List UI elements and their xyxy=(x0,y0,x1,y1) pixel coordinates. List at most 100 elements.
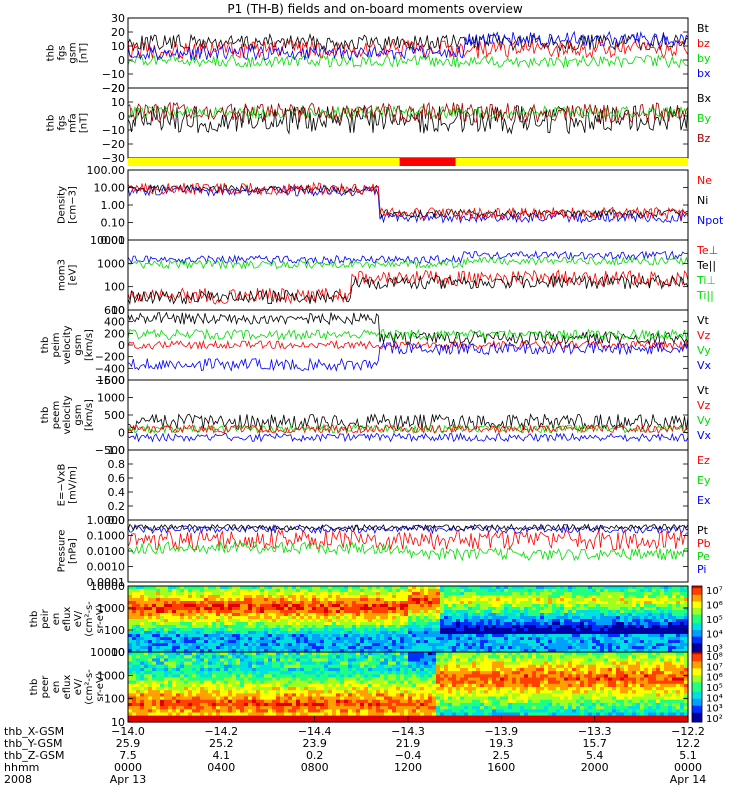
x-tick-label: 1200 xyxy=(394,761,422,774)
y-tick-label: 500 xyxy=(104,409,125,422)
colorbar-tick-label: 10² xyxy=(706,714,723,725)
series-line xyxy=(127,540,689,562)
y-axis-label: Density xyxy=(57,186,68,224)
legend-entry: Pe xyxy=(697,550,710,563)
x-axis-row-label: 2008 xyxy=(4,773,32,786)
y-tick-label: 1500 xyxy=(97,374,125,387)
x-tick-label: −14.2 xyxy=(204,725,238,738)
y-tick-label: 0 xyxy=(118,54,125,67)
x-tick-label: 5.1 xyxy=(679,749,697,762)
figure-title: P1 (TH-B) fields and on-board moments ov… xyxy=(227,2,523,16)
y-tick-label: 0.0010 xyxy=(87,561,126,574)
y-axis-label: eV/ xyxy=(73,610,84,627)
x-tick-label: 7.5 xyxy=(119,749,137,762)
y-axis-label: eflux xyxy=(62,607,73,632)
legend-entry: Bt xyxy=(697,22,710,35)
legend-entry: Ti⊥ xyxy=(696,274,716,287)
y-tick-label: 10 xyxy=(111,96,125,109)
y-axis-label: mom3 xyxy=(57,259,68,291)
y-tick-label: 0 xyxy=(118,110,125,123)
legend-entry: Vx xyxy=(697,429,712,442)
y-tick-label: 1.00 xyxy=(101,199,126,212)
y-axis-label: en xyxy=(51,613,62,626)
y-tick-label: 20 xyxy=(111,82,125,95)
y-axis-label: en xyxy=(51,681,62,694)
y-tick-label: 10000 xyxy=(90,580,125,593)
y-tick-label: 0.2 xyxy=(108,500,126,513)
x-axis-row-label: thb_Z-GSM xyxy=(4,749,64,762)
y-tick-label: −30 xyxy=(102,152,125,165)
y-axis-label: thb xyxy=(40,337,51,354)
y-tick-label: 1000 xyxy=(97,257,125,270)
x-tick-label: 2000 xyxy=(581,761,609,774)
colorbar-tick-label: 10⁴ xyxy=(706,630,723,641)
y-axis-label: [eV] xyxy=(68,265,79,286)
y-axis-label: (cm²-s- xyxy=(84,669,95,705)
legend-entry: Ex xyxy=(697,494,711,507)
y-axis-label: [nT] xyxy=(79,113,90,133)
x-tick-label: 19.3 xyxy=(489,737,514,750)
series-line xyxy=(127,101,689,124)
y-axis-label: thb xyxy=(46,115,57,132)
series-line xyxy=(127,523,689,532)
y-axis-label: thb xyxy=(29,611,40,628)
series-line xyxy=(127,30,689,61)
x-tick-label: 0800 xyxy=(301,761,329,774)
x-tick-label: −14.0 xyxy=(111,725,145,738)
series-line xyxy=(127,104,689,135)
colorbar-tick-label: 10⁷ xyxy=(706,662,723,673)
y-tick-label: 0.10 xyxy=(101,217,126,230)
legend-entry: Ey xyxy=(697,474,711,487)
y-axis-label: sr-eV) xyxy=(95,604,106,633)
panel-mode_bar xyxy=(128,158,688,166)
y-tick-label: 100 xyxy=(104,693,125,706)
series-line xyxy=(127,250,689,265)
y-tick-label: 30 xyxy=(111,12,125,25)
legend-entry: Te|| xyxy=(696,259,716,272)
y-axis-label: thb xyxy=(29,679,40,696)
y-axis-label: fgs xyxy=(57,115,68,130)
y-axis-label: [km/s] xyxy=(84,399,95,431)
y-axis-label: eflux xyxy=(62,675,73,700)
y-tick-label: 1.0 xyxy=(108,444,126,457)
panel-efield: 1.00.80.60.40.20.0 E=−VxB [mV/m] Ez Ey Ex xyxy=(57,444,711,527)
y-tick-label: −400 xyxy=(95,362,125,375)
y-tick-label: 100.00 xyxy=(87,164,126,177)
y-axis-label: [cm−3] xyxy=(68,186,79,224)
colorbar-tick-label: 10⁶ xyxy=(706,601,723,612)
panel-density: 100.00 10.00 1.00 0.10 0.01 Density [cm−3] Ne Ni… xyxy=(57,164,724,247)
series-line xyxy=(127,432,689,443)
colorbar-tick-label: 10⁶ xyxy=(706,673,723,684)
legend-entry: Te⊥ xyxy=(696,244,718,257)
mode-bar-segment xyxy=(455,158,688,166)
colorbar: 10⁷ 10⁶ 10⁵ 10⁴ 10³ xyxy=(691,585,723,655)
x-tick-label: −13.3 xyxy=(578,725,612,738)
colorbar-tick-label: 10⁵ xyxy=(706,683,723,694)
x-tick-label: 4.1 xyxy=(213,749,231,762)
y-tick-label: 10000 xyxy=(90,234,125,247)
legend-entry: Pb xyxy=(697,537,711,550)
legend-entry: Vz xyxy=(697,399,711,412)
y-axis-label: velocity xyxy=(62,325,73,364)
y-tick-label: 1000 xyxy=(97,602,125,615)
panel-peem_velocity: 1500 1000 500 0 −500 thb peem velocity gsm [km/s]… xyxy=(40,374,712,457)
x-tick-label: 15.7 xyxy=(582,737,607,750)
x-axis-labels: thb_X-GSM −14.0 −14.2 −14.4 −14.3 −13.9 −13.3 −… xyxy=(4,716,706,786)
series-line xyxy=(127,181,689,221)
legend-entry: Npot xyxy=(697,214,724,227)
y-tick-label: 0.8 xyxy=(108,458,126,471)
y-tick-label: −20 xyxy=(102,82,125,95)
x-axis-row-label: thb_X-GSM xyxy=(4,725,64,738)
x-axis-row-label: hhmm xyxy=(4,761,39,774)
y-tick-label: 10 xyxy=(111,304,125,317)
y-tick-label: 10 xyxy=(111,40,125,53)
x-tick-label: 25.9 xyxy=(116,737,141,750)
y-axis-label: peir xyxy=(40,608,51,628)
y-tick-label: −10 xyxy=(102,68,125,81)
y-axis-label: thb xyxy=(40,407,51,424)
x-tick-label: −14.3 xyxy=(391,725,425,738)
